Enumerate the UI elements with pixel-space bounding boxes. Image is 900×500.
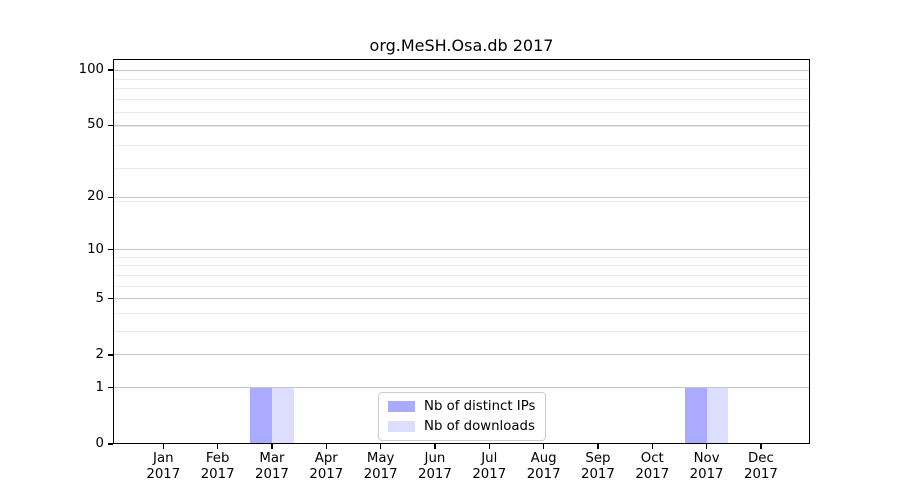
y-gridline-major — [113, 124, 810, 126]
y-gridline-major — [113, 354, 810, 356]
x-tick-mark — [271, 444, 273, 449]
y-gridline-major — [113, 69, 810, 71]
y-tick-label: 20 — [87, 189, 104, 205]
y-tick-mark — [108, 387, 113, 389]
x-tick-label: Jun 2017 — [418, 451, 452, 482]
y-tick-label: 100 — [78, 62, 104, 77]
chart-title: org.MeSH.Osa.db 2017 — [369, 36, 554, 55]
x-tick-label: Aug 2017 — [526, 451, 561, 482]
y-gridline-minor — [113, 70, 810, 72]
x-tick-mark — [488, 444, 490, 449]
x-tick-label: Mar 2017 — [255, 451, 289, 482]
legend-swatch-downloads-icon — [388, 421, 415, 432]
y-gridline-minor — [113, 285, 810, 287]
y-gridline-minor — [113, 88, 810, 90]
y-gridline-minor — [113, 313, 810, 315]
y-gridline-minor — [113, 265, 810, 267]
y-gridline-major — [113, 387, 810, 389]
y-tick-mark — [108, 69, 113, 71]
y-gridline-minor — [113, 111, 810, 113]
x-tick-label: Oct 2017 — [635, 451, 670, 482]
y-tick-label: 50 — [87, 117, 104, 133]
x-tick-label: Jan 2017 — [146, 451, 181, 482]
y-gridline-minor — [113, 78, 810, 80]
y-gridline-minor — [113, 331, 810, 333]
x-tick-label: May 2017 — [363, 451, 398, 482]
y-tick-label: 10 — [87, 241, 104, 257]
x-tick-mark — [434, 444, 436, 449]
plot-area — [113, 59, 810, 444]
x-tick-mark — [651, 444, 653, 449]
x-tick-label: Jul 2017 — [472, 451, 507, 482]
x-tick-mark — [706, 444, 708, 449]
y-gridline-minor — [113, 144, 810, 146]
y-gridline-major — [113, 196, 810, 198]
x-tick-mark — [380, 444, 382, 449]
y-tick-label: 1 — [95, 379, 104, 395]
x-tick-label: Nov 2017 — [689, 451, 724, 482]
x-tick-label: Sep 2017 — [581, 451, 615, 482]
y-tick-mark — [108, 443, 113, 445]
y-gridline-minor — [113, 167, 810, 169]
y-tick-label: 2 — [95, 346, 104, 362]
y-tick-mark — [108, 298, 113, 300]
x-tick-label: Apr 2017 — [309, 451, 344, 482]
y-gridline-minor — [113, 126, 810, 128]
y-gridline-major — [113, 249, 810, 251]
x-tick-label: Feb 2017 — [200, 451, 235, 482]
x-tick-mark — [162, 444, 164, 449]
legend-item-downloads: Nb of downloads — [388, 418, 535, 435]
y-gridline-minor — [113, 200, 810, 202]
y-gridline-minor — [113, 99, 810, 101]
legend-label-distinct-ips: Nb of distinct IPs — [424, 399, 536, 414]
x-tick-mark — [543, 444, 545, 449]
x-tick-mark — [760, 444, 762, 449]
x-tick-label: Dec 2017 — [744, 451, 778, 482]
x-tick-mark — [217, 444, 219, 449]
bar-nb-of-distinct-ips-nov — [684, 387, 707, 444]
y-gridline-major — [113, 298, 810, 300]
legend: Nb of distinct IPs Nb of downloads — [378, 392, 547, 441]
bar-nb-of-distinct-ips-mar — [250, 387, 272, 444]
plot-border — [113, 59, 810, 444]
y-tick-label: 0 — [95, 436, 104, 451]
y-tick-mark — [108, 124, 113, 126]
y-gridline-minor — [113, 256, 810, 258]
bar-nb-of-downloads-nov — [706, 387, 729, 444]
y-tick-mark — [108, 354, 113, 356]
legend-label-downloads: Nb of downloads — [424, 419, 535, 434]
legend-item-distinct-ips: Nb of distinct IPs — [388, 398, 535, 415]
y-tick-mark — [108, 249, 113, 251]
y-tick-label: 5 — [95, 290, 104, 306]
y-gridline-minor — [113, 274, 810, 276]
legend-swatch-distinct-ips-icon — [388, 401, 415, 412]
x-tick-mark — [325, 444, 327, 449]
bar-nb-of-downloads-mar — [271, 387, 294, 444]
x-tick-mark — [597, 444, 599, 449]
y-tick-mark — [108, 196, 113, 198]
